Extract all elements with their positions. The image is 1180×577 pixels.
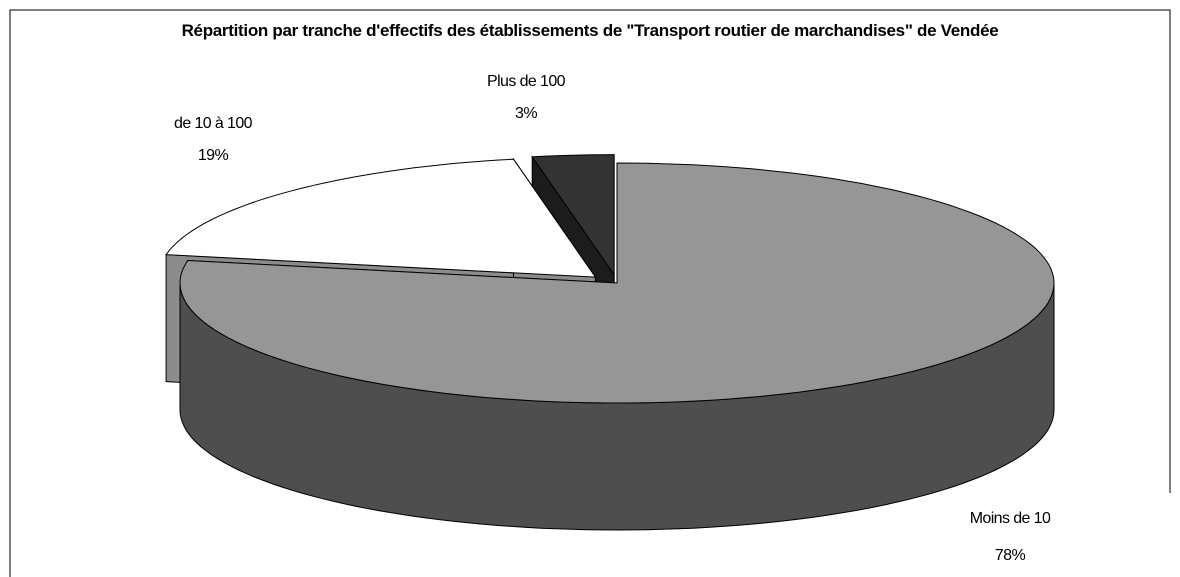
slice-label: de 10 à 100 bbox=[174, 115, 253, 132]
slice-label: Moins de 10 bbox=[970, 510, 1051, 527]
slice bbox=[165, 158, 597, 278]
slice-value-label: 78% bbox=[995, 547, 1026, 564]
chart-title: Répartition par tranche d'effectifs des … bbox=[182, 21, 999, 40]
chart-border bbox=[9, 9, 1171, 577]
slice-label: Plus de 100 bbox=[487, 73, 566, 90]
slice bbox=[531, 154, 615, 277]
slice bbox=[179, 162, 1055, 404]
slice-value-label: 3% bbox=[515, 105, 537, 122]
slice-value-label: 19% bbox=[198, 147, 229, 164]
